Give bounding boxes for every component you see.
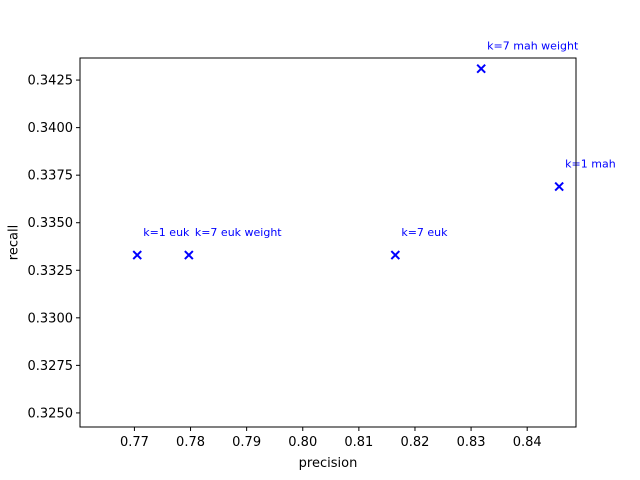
point-label: k=7 mah weight — [487, 40, 579, 53]
y-tick-label: 0.3250 — [28, 406, 74, 421]
x-tick-label: 0.83 — [457, 435, 486, 450]
x-tick-label: 0.78 — [176, 435, 205, 450]
x-tick-label: 0.84 — [513, 435, 542, 450]
y-tick-label: 0.3300 — [28, 311, 74, 326]
x-ticks: 0.77 0.78 0.79 0.80 0.81 0.82 0.83 0.84 — [120, 427, 542, 450]
y-axis-label: recall — [7, 225, 22, 260]
point-labels: k=1 euk k=7 euk weight k=7 euk k=7 mah weig… — [143, 40, 615, 239]
x-axis-label: precision — [299, 456, 358, 471]
x-tick-label: 0.79 — [232, 435, 261, 450]
x-tick-label: 0.80 — [288, 435, 317, 450]
x-tick-label: 0.77 — [120, 435, 149, 450]
plot-frame — [79, 57, 577, 428]
y-tick-label: 0.3275 — [28, 359, 74, 374]
y-ticks: 0.3250 0.3275 0.3300 0.3325 0.3350 0.3375 0.34… — [28, 74, 80, 421]
data-point — [184, 250, 194, 260]
point-label: k=1 euk — [143, 226, 190, 239]
point-label: k=7 euk weight — [195, 226, 282, 239]
data-point — [132, 250, 142, 260]
y-tick-label: 0.3350 — [28, 216, 74, 231]
data-point — [476, 63, 486, 74]
data-points — [132, 63, 564, 260]
y-tick-label: 0.3325 — [28, 264, 74, 279]
point-label: k=7 euk — [401, 226, 448, 239]
point-label: k=1 mah — [565, 158, 616, 171]
data-point — [390, 250, 401, 260]
x-tick-label: 0.82 — [400, 435, 429, 450]
y-tick-label: 0.3375 — [28, 169, 74, 184]
y-tick-label: 0.3425 — [28, 74, 74, 89]
x-tick-label: 0.81 — [344, 435, 373, 450]
y-tick-label: 0.3400 — [28, 121, 74, 136]
data-point — [554, 181, 564, 192]
